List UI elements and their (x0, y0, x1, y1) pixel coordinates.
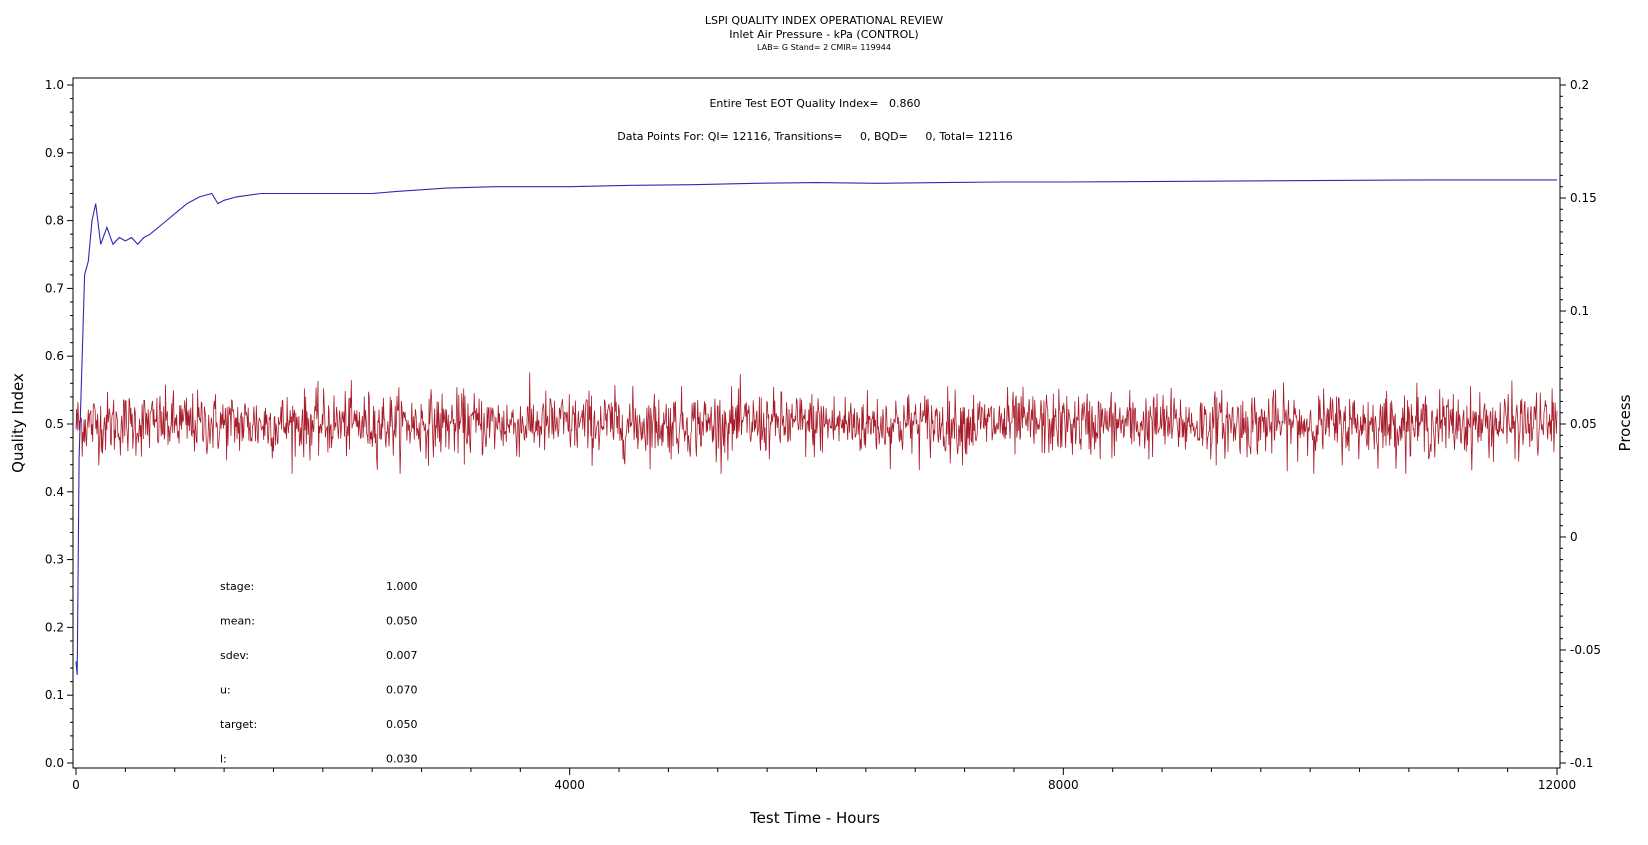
stat-label: mean: (220, 615, 255, 628)
y2-tick-label: 0.1 (1570, 304, 1589, 318)
right-axis: -0.1 -0.05 0 0.05 0.1 0.15 0.2 (1560, 78, 1601, 770)
stat-label: target: (220, 718, 257, 731)
y2-axis-title: Process (1616, 394, 1634, 451)
stat-value: 0.007 (386, 649, 418, 662)
y-tick-label: 0.7 (45, 281, 64, 295)
y-tick-label: 0.1 (45, 688, 64, 702)
y-tick-label: 0.8 (45, 214, 64, 228)
left-axis: 0.0 0.1 0.2 0.3 0.4 0.5 0.6 0.7 0.8 0.9 1.0 (45, 78, 73, 770)
chart-info: LAB= G Stand= 2 CMIR= 119944 (757, 43, 891, 52)
stat-value: 0.030 (386, 753, 418, 766)
quality-index-annotation: Entire Test EOT Quality Index= 0.860 (709, 97, 920, 110)
stat-value: 0.050 (386, 615, 418, 628)
x-tick-label: 8000 (1048, 778, 1079, 792)
stat-value: 0.050 (386, 718, 418, 731)
stat-value: 0.070 (386, 684, 418, 697)
chart-subtitle: Inlet Air Pressure - kPa (CONTROL) (729, 28, 918, 41)
y2-tick-label: 0.05 (1570, 417, 1597, 431)
data-points-annotation: Data Points For: QI= 12116, Transitions=… (617, 130, 1012, 143)
bottom-axis: 0 4000 8000 12000 (72, 768, 1576, 792)
stat-label: sdev: (220, 649, 249, 662)
stat-value: 1.000 (386, 580, 418, 593)
y-tick-label: 0.2 (45, 620, 64, 634)
y-tick-label: 0.0 (45, 756, 64, 770)
y-axis-title: Quality Index (9, 373, 27, 473)
stats-table: stage: 1.000 mean: 0.050 sdev: 0.007 u: 0.070 ta… (220, 580, 418, 766)
y-tick-label: 0.3 (45, 553, 64, 567)
y-tick-label: 0.9 (45, 146, 64, 160)
quality-index-series-line (75, 179, 1557, 675)
x-tick-label: 12000 (1538, 778, 1576, 792)
y2-tick-label: -0.05 (1570, 643, 1601, 657)
y2-tick-label: 0 (1570, 530, 1578, 544)
y-tick-label: 0.6 (45, 349, 64, 363)
stat-label: stage: (220, 580, 254, 593)
x-tick-label: 4000 (554, 778, 585, 792)
x-tick-label: 0 (72, 778, 80, 792)
y-tick-label: 0.5 (45, 417, 64, 431)
process-series-line (75, 372, 1558, 474)
chart-title: LSPI QUALITY INDEX OPERATIONAL REVIEW (705, 14, 943, 27)
y2-tick-label: -0.1 (1570, 756, 1593, 770)
stat-label: l: (220, 753, 227, 766)
y-tick-label: 0.4 (45, 485, 64, 499)
y2-tick-label: 0.2 (1570, 78, 1589, 92)
stat-label: u: (220, 684, 231, 697)
y-tick-label: 1.0 (45, 78, 64, 92)
y2-tick-label: 0.15 (1570, 191, 1597, 205)
x-axis-title: Test Time - Hours (749, 809, 880, 827)
